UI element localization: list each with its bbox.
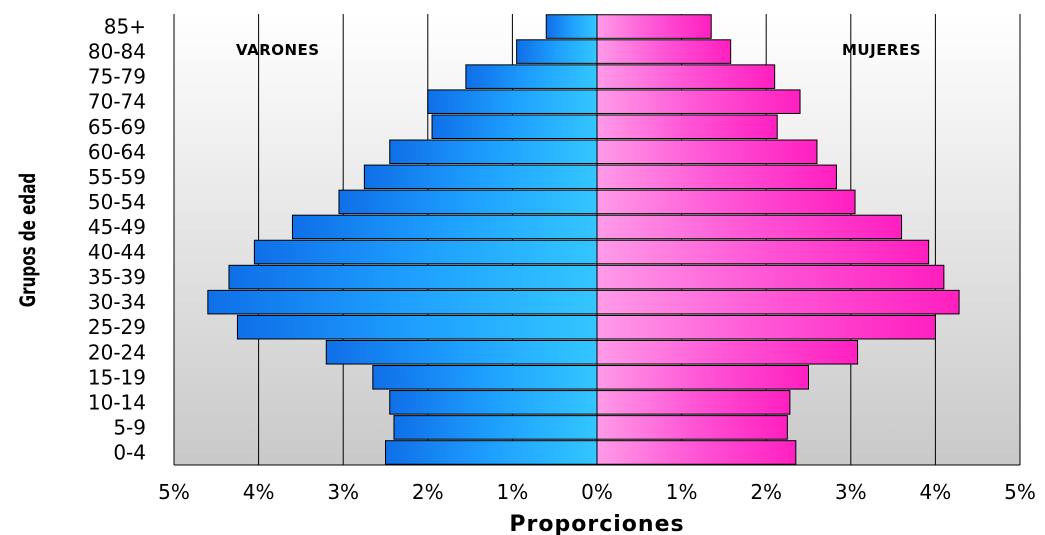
x-axis-tick-labels: 5% 4% 3% 2% 1% 0% 1% 2% 3% 4% 5% — [158, 480, 1036, 504]
x-tick-label: 1% — [497, 480, 529, 504]
bar-female-70-74 — [596, 89, 801, 114]
bar-male-65-69 — [431, 114, 598, 140]
category-label: 30-34 — [88, 290, 146, 314]
category-label: 5-9 — [113, 415, 146, 439]
x-tick-label: 5% — [1004, 480, 1036, 504]
bar-male-70-74 — [427, 89, 598, 114]
category-label: 75-79 — [88, 65, 146, 89]
x-tick-label: 1% — [666, 480, 698, 504]
x-tick-label: 2% — [412, 480, 444, 504]
bar-male-55-59 — [363, 164, 598, 190]
bar-female-35-39 — [596, 264, 945, 290]
bar-female-75-79 — [596, 64, 776, 89]
category-label: 50-54 — [88, 190, 146, 214]
category-label: 25-29 — [88, 315, 146, 339]
annotation-varones: VARONES — [236, 41, 320, 59]
bar-female-25-29 — [596, 314, 936, 340]
x-tick-label: 2% — [750, 480, 782, 504]
bar-female-10-14 — [596, 390, 791, 415]
bar-male-50-54 — [338, 189, 598, 215]
bar-male-15-19 — [372, 365, 598, 390]
male-bars — [207, 14, 598, 465]
bar-male-5-9 — [393, 415, 598, 440]
category-label: 80-84 — [88, 40, 146, 64]
bar-female-0-4 — [596, 440, 797, 465]
bar-female-55-59 — [596, 164, 837, 190]
category-label: 55-59 — [88, 165, 146, 189]
bar-female-15-19 — [596, 365, 809, 390]
category-label: 40-44 — [88, 240, 146, 264]
bar-female-45-49 — [596, 214, 903, 240]
bar-male-75-79 — [465, 64, 598, 89]
x-tick-label: 0% — [581, 480, 613, 504]
x-tick-label: 3% — [835, 480, 867, 504]
bar-female-80-84 — [596, 39, 732, 64]
category-label: 65-69 — [88, 115, 146, 139]
bar-female-50-54 — [596, 189, 856, 215]
category-label: 70-74 — [88, 90, 146, 114]
bar-female-85+ — [596, 14, 712, 39]
bar-male-0-4 — [385, 440, 598, 465]
x-axis-title: Proporciones — [509, 512, 684, 535]
bar-male-45-49 — [291, 214, 598, 240]
x-tick-label: 5% — [158, 480, 190, 504]
category-label: 20-24 — [88, 340, 146, 364]
category-label: 10-14 — [88, 390, 146, 414]
category-label: 0-4 — [113, 440, 146, 464]
y-axis-category-labels: 0-45-910-1415-1920-2425-2930-3435-3940-4… — [88, 15, 146, 465]
category-label: 35-39 — [88, 265, 146, 289]
category-label: 15-19 — [88, 365, 146, 389]
x-tick-label: 3% — [327, 480, 359, 504]
y-axis-title: Grupos de edad — [17, 173, 41, 307]
bar-female-60-64 — [596, 139, 818, 165]
x-tick-label: 4% — [920, 480, 952, 504]
bar-female-5-9 — [596, 415, 788, 440]
bar-male-80-84 — [516, 39, 598, 64]
x-tick-label: 4% — [243, 480, 275, 504]
bar-female-40-44 — [596, 239, 930, 265]
category-label: 85+ — [104, 15, 146, 39]
bar-male-40-44 — [253, 239, 598, 265]
bar-female-20-24 — [596, 339, 859, 365]
female-bars — [596, 14, 960, 465]
bar-male-60-64 — [389, 139, 598, 165]
gridlines — [173, 14, 1021, 466]
bar-male-35-39 — [228, 264, 598, 290]
annotation-mujeres: MUJERES — [842, 41, 921, 59]
bar-male-10-14 — [389, 390, 598, 415]
bar-male-85+ — [545, 14, 598, 39]
bar-female-30-34 — [596, 289, 960, 315]
bar-male-30-34 — [207, 289, 598, 315]
bar-male-20-24 — [325, 339, 598, 365]
category-label: 45-49 — [88, 215, 146, 239]
bar-female-65-69 — [596, 114, 778, 140]
bar-male-25-29 — [236, 314, 598, 340]
category-label: 60-64 — [88, 140, 146, 164]
